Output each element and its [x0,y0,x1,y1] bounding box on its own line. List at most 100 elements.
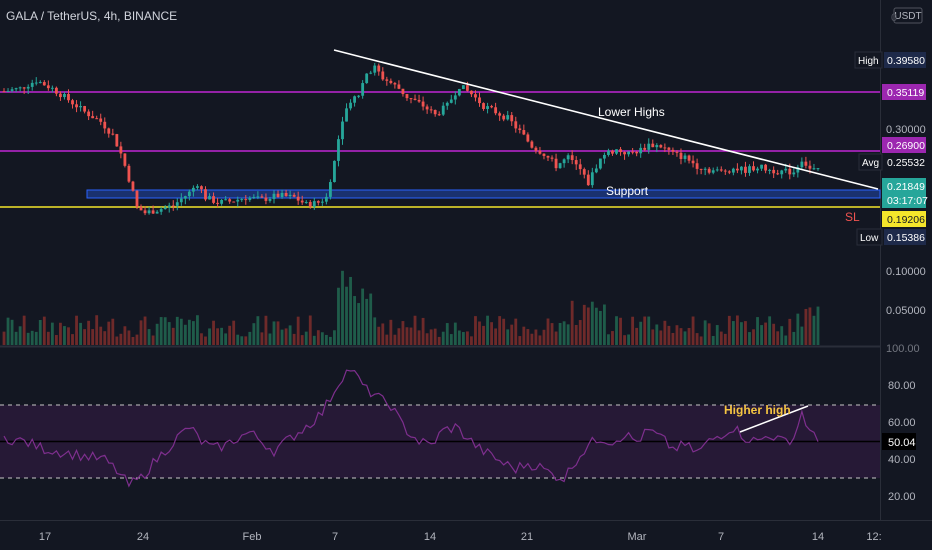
candle-body [14,88,18,90]
candle-body [107,128,111,134]
volume-bar [659,330,663,345]
candle-body [808,165,812,169]
candle-body [200,186,203,190]
candle-body [445,102,449,106]
volume-bar [502,318,506,345]
candle-body [461,85,465,89]
candle-body [381,71,385,80]
volume-bar [683,331,687,345]
volume-bar [236,334,240,345]
higher-high-label: Higher high [724,403,791,417]
volume-bar [764,322,768,345]
candle-body [804,161,808,166]
volume-bar [748,332,751,345]
volume-bar [87,320,91,345]
volume-bar [735,315,739,345]
candle-body [385,79,389,81]
candle-body [127,165,131,182]
higher-high-line[interactable] [739,405,809,433]
volume-bar [695,333,699,345]
candle-body [590,172,594,186]
volume-bar [506,329,510,345]
volume-bar [353,296,356,345]
candle-body [288,194,292,197]
candle-body [63,93,66,98]
volume-bar [196,315,199,345]
candle-body [393,83,397,85]
volume-bar [675,325,679,345]
candle-body [179,198,183,203]
candle-body [715,169,719,171]
volume-bar [647,316,651,345]
volume-bar [482,325,485,345]
candle-body [131,181,135,191]
candle-body [760,164,763,169]
volume-bar [91,329,95,345]
volume-bar [127,330,131,345]
candle-body [699,168,703,170]
volume-bar [397,328,401,345]
volume-bar [514,318,518,345]
candle-body [655,145,659,148]
candle-body [723,170,727,172]
volume-bar [333,330,336,345]
candle-body [631,151,635,153]
volume-bar [486,315,489,345]
candle-body [71,100,74,105]
candle-body [667,147,671,150]
candle-body [304,201,308,203]
volume-bar [772,323,776,345]
rsi-value-badge [882,433,916,450]
volume-bar [627,334,631,345]
candle-body [337,139,340,161]
candle-body [256,196,260,198]
candle-body [163,207,167,210]
volume-bar [776,331,780,345]
volume-bar [461,332,465,345]
currency-badge[interactable] [893,7,923,24]
volume-bar [711,335,715,345]
volume-bar [163,317,167,345]
candle-body [683,155,687,159]
candle-body [594,168,598,173]
volume-bar [566,324,570,345]
candle-body [220,199,224,204]
volume-bar [554,331,558,345]
candle-body [59,93,62,98]
candle-body [2,91,6,93]
support-zone[interactable] [86,189,881,199]
candle-body [816,168,820,170]
candle-body [67,93,70,101]
volume-bar [30,330,34,345]
time-tick-21: 21 [521,531,533,543]
candle-body [240,199,244,201]
candle-body [478,97,481,104]
volume-bar [10,319,14,345]
price-pane[interactable] [0,0,880,345]
candle-body [623,152,626,155]
volume-bar [135,334,139,345]
volume-tick-010: 0.10000 [886,266,926,278]
volume-bar [655,324,659,345]
resistance-035-value: 0.35119 [887,87,924,99]
volume-bar [365,298,369,345]
candle-body [361,83,365,96]
volume-bar [208,328,211,345]
time-tick-7b: 7 [718,531,724,543]
candle-body [554,158,558,169]
volume-bar [792,331,796,345]
candle-body [679,152,683,159]
candle-body [187,191,191,197]
volume-bar [425,333,429,345]
volume-bar [316,330,320,345]
volume-bar [603,304,606,345]
volume-bar [2,331,6,345]
volume-bar [453,322,457,345]
volume-bar [38,319,42,345]
volume-bar [369,293,373,345]
volume-bar [175,316,179,345]
volume-bar [421,317,425,345]
high-value-badge [884,52,926,68]
lower-highs-trendline[interactable] [333,49,879,190]
